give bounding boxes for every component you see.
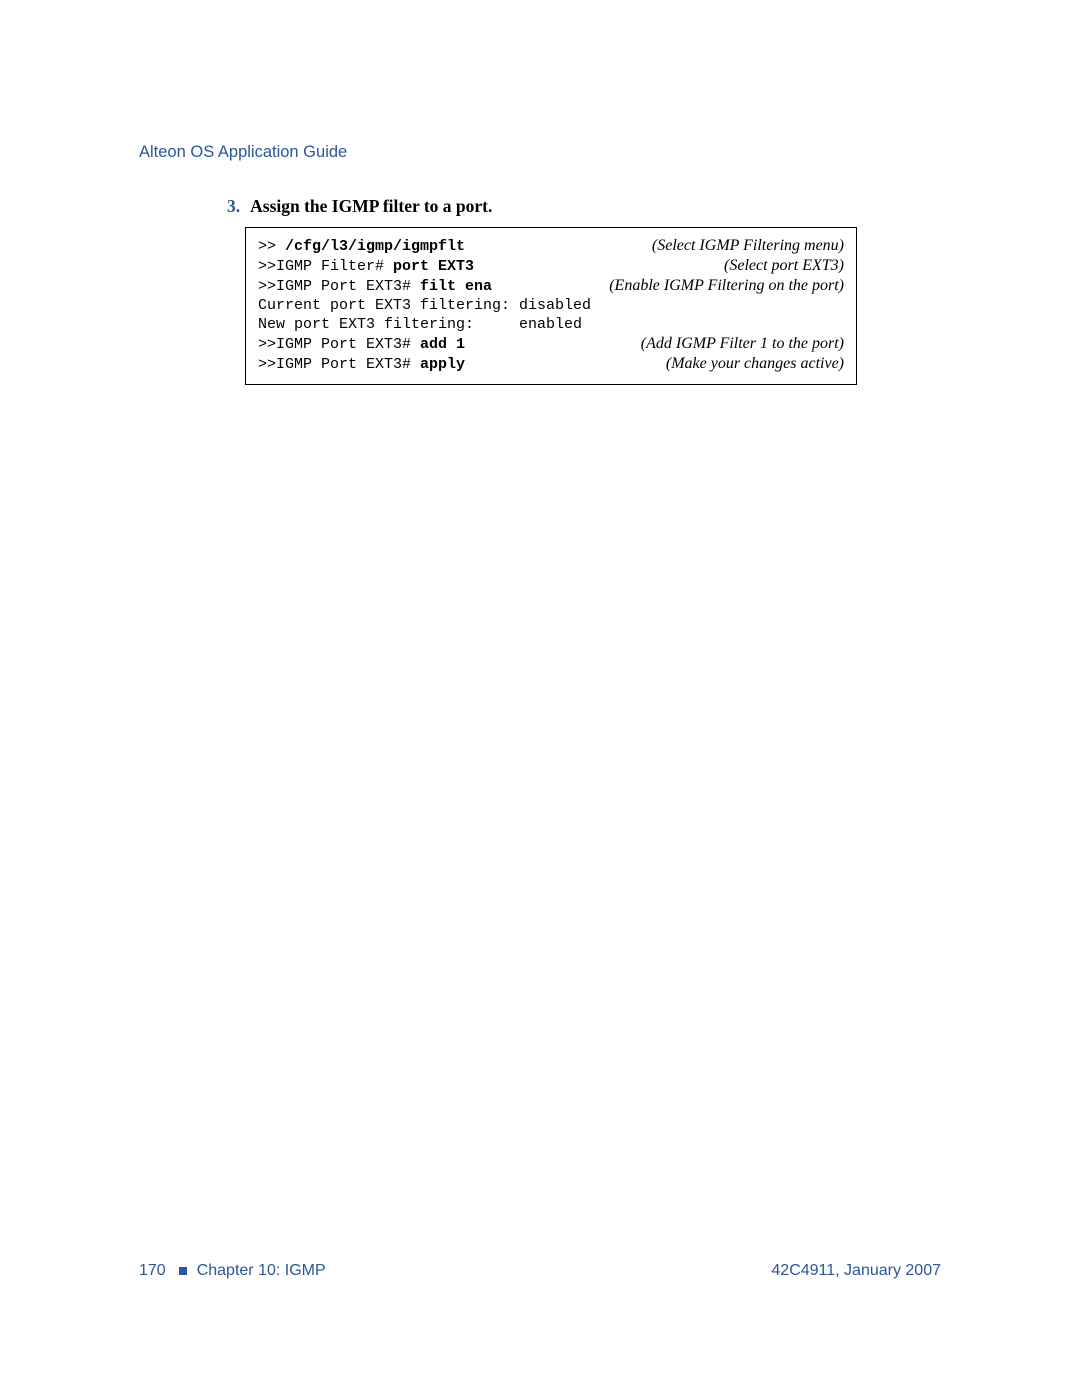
cmd-annotation: (Make your changes active) <box>666 354 844 373</box>
cmd-annotation: (Add IGMP Filter 1 to the port) <box>641 334 844 353</box>
code-line: >>IGMP Port EXT3# apply (Make your chang… <box>258 354 844 374</box>
cmd-prefix: >>IGMP Filter# <box>258 258 393 275</box>
chapter-label: Chapter 10: IGMP <box>197 1262 326 1280</box>
step-title: Assign the IGMP filter to a port. <box>250 196 492 217</box>
cmd-bold: add 1 <box>420 336 465 353</box>
cmd-prefix: >>IGMP Port EXT3# <box>258 356 420 373</box>
code-line: >>IGMP Port EXT3# add 1 (Add IGMP Filter… <box>258 334 844 354</box>
cmd-text: >>IGMP Port EXT3# add 1 <box>258 335 465 354</box>
cmd-prefix: >>IGMP Port EXT3# <box>258 278 420 295</box>
cmd-text: >>IGMP Port EXT3# filt ena <box>258 277 492 296</box>
cmd-text: >> /cfg/l3/igmp/igmpflt <box>258 237 465 256</box>
step-number: 3. <box>227 196 240 217</box>
cmd-prefix: Current port EXT3 filtering: disabled <box>258 297 591 314</box>
cmd-bold: apply <box>420 356 465 373</box>
cmd-bold: filt ena <box>420 278 492 295</box>
doc-reference: 42C4911, January 2007 <box>771 1262 941 1279</box>
document-page: Alteon OS Application Guide 3. Assign th… <box>0 0 1080 1397</box>
cmd-text: New port EXT3 filtering: enabled <box>258 315 582 334</box>
code-line: New port EXT3 filtering: enabled <box>258 315 844 334</box>
cmd-prefix: >>IGMP Port EXT3# <box>258 336 420 353</box>
page-footer: 170 Chapter 10: IGMP 42C4911, January 20… <box>139 1262 941 1280</box>
footer-right: 42C4911, January 2007 <box>771 1262 941 1280</box>
cmd-text: Current port EXT3 filtering: disabled <box>258 296 591 315</box>
square-bullet-icon <box>179 1267 187 1275</box>
step-heading: 3. Assign the IGMP filter to a port. <box>227 196 492 217</box>
cmd-prefix: New port EXT3 filtering: enabled <box>258 316 582 333</box>
page-number: 170 <box>139 1262 166 1280</box>
cmd-bold: port EXT3 <box>393 258 474 275</box>
cmd-annotation: (Select IGMP Filtering menu) <box>652 236 844 255</box>
cmd-annotation: (Enable IGMP Filtering on the port) <box>609 276 844 295</box>
header-title: Alteon OS Application Guide <box>139 143 347 161</box>
cmd-annotation: (Select port EXT3) <box>724 256 844 275</box>
cmd-text: >>IGMP Filter# port EXT3 <box>258 257 474 276</box>
cmd-text: >>IGMP Port EXT3# apply <box>258 355 465 374</box>
code-line: Current port EXT3 filtering: disabled <box>258 296 844 315</box>
cmd-prefix: >> <box>258 238 285 255</box>
code-line: >>IGMP Port EXT3# filt ena (Enable IGMP … <box>258 276 844 296</box>
cmd-bold: /cfg/l3/igmp/igmpflt <box>285 238 465 255</box>
footer-left: 170 Chapter 10: IGMP <box>139 1262 326 1280</box>
page-header: Alteon OS Application Guide <box>139 143 347 162</box>
code-line: >>IGMP Filter# port EXT3 (Select port EX… <box>258 256 844 276</box>
code-line: >> /cfg/l3/igmp/igmpflt (Select IGMP Fil… <box>258 236 844 256</box>
code-block: >> /cfg/l3/igmp/igmpflt (Select IGMP Fil… <box>245 227 857 385</box>
